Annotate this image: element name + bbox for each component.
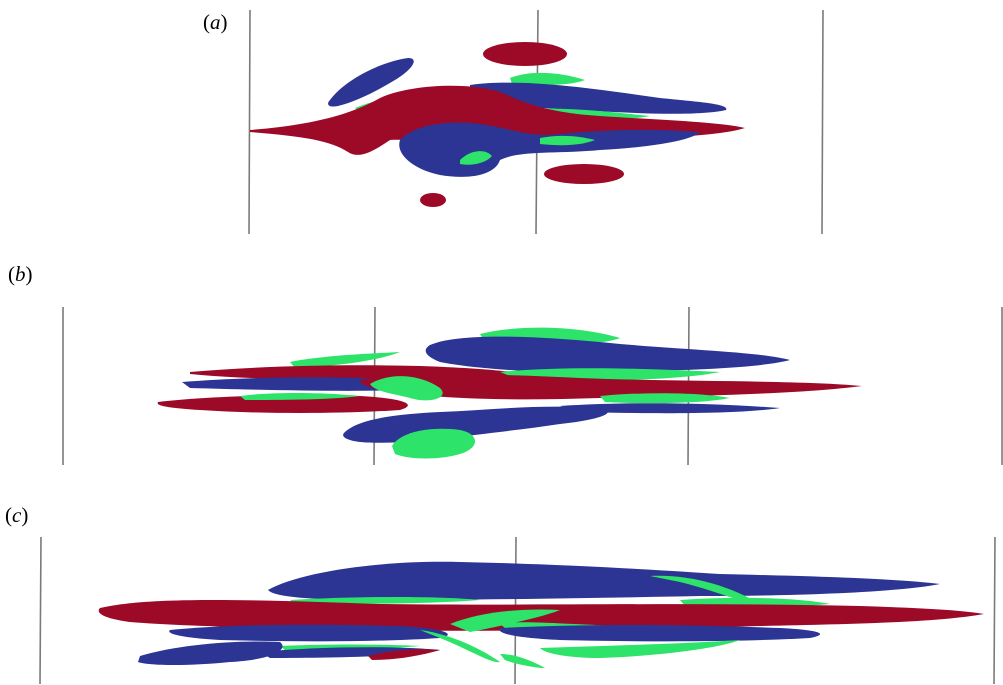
blue-structure [182,377,408,391]
green-structure [392,428,475,459]
red-structure [483,42,567,66]
green-structure [420,630,500,663]
blue-structure [169,624,448,642]
panel-a-structures [250,42,745,207]
blue-structure [560,403,780,414]
red-structure [157,395,408,413]
blue-structure [425,336,790,373]
green-structure [450,609,560,632]
red-structure [420,193,446,207]
panel-c-wall-left [39,536,42,685]
green-structure [600,393,730,404]
panel-c-wall-right [993,536,996,685]
panel-letter-c: c [12,503,22,527]
blue-structure [268,561,940,600]
blue-structure [260,647,440,658]
green-structure [540,640,740,658]
blue-structure [138,641,283,665]
green-structure [370,376,443,401]
green-structure [240,393,360,400]
green-structure [510,72,585,86]
panel-label-c: (c) [5,503,29,527]
panel-label-a: (a) [203,10,228,34]
green-structure [290,597,480,604]
green-structure [540,135,595,146]
panel-letter-b: b [15,262,26,286]
panel-label-b: (b) [8,262,33,286]
green-structure [290,352,400,368]
panel-c-structures [98,561,984,668]
red-structure [544,164,624,184]
panel-a-wall-left [248,9,251,235]
blue-structure [328,58,414,107]
panel-b-structures [157,327,862,459]
panel-letter-a: a [210,10,221,34]
green-structure [460,151,492,165]
red-structure [368,649,440,660]
panel-a-wall-right [821,9,824,235]
red-structure [360,374,862,400]
green-structure [650,575,760,605]
blue-structure [499,625,820,642]
green-structure [500,654,545,668]
